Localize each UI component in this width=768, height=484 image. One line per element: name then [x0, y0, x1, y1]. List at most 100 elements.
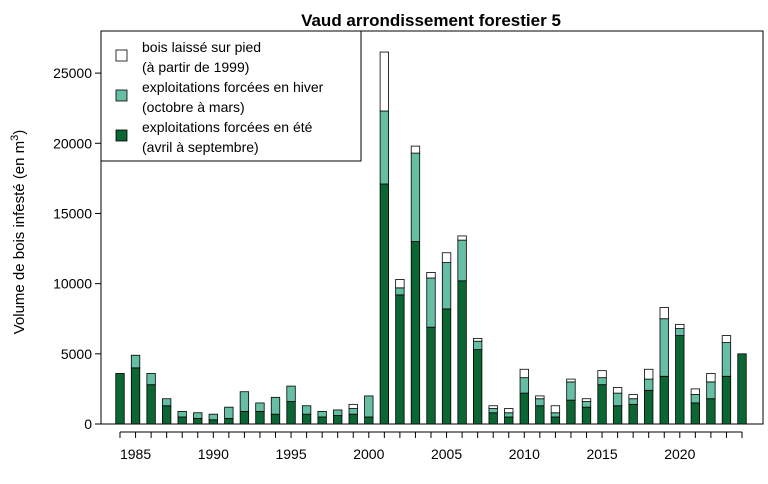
bar-segment-1988-series-0 — [177, 416, 187, 425]
bar-segment-2004-series-1 — [426, 277, 436, 328]
bar-segment-2021-series-0 — [690, 402, 700, 425]
bar-segment-2008-series-0 — [488, 412, 498, 425]
y-axis-label-superscript: 3 — [9, 135, 21, 141]
bar-segment-2007-series-2 — [472, 337, 483, 342]
bar-segment-2012-series-2 — [550, 405, 561, 414]
bar-segment-2014-series-1 — [581, 401, 592, 408]
bar-segment-2022-series-1 — [706, 381, 716, 400]
bar-segment-2013-series-2 — [566, 378, 576, 383]
bar-segment-1985-series-1 — [130, 354, 141, 369]
bar-segment-2017-series-2 — [628, 394, 638, 400]
bar-segment-2007-series-0 — [472, 349, 483, 425]
bar-segment-2012-series-1 — [550, 412, 561, 418]
bar-segment-1999-series-0 — [348, 413, 358, 425]
bar-segment-1993-series-0 — [255, 410, 265, 425]
bar-segment-2010-series-2 — [519, 368, 529, 379]
bar-segment-2018-series-1 — [644, 378, 654, 391]
bar-segment-2020-series-1 — [675, 328, 685, 336]
bar-segment-1987-series-1 — [161, 398, 172, 407]
x-tick-label-1985: 1985 — [120, 446, 151, 462]
bar-segment-2013-series-0 — [566, 399, 576, 425]
x-tick-label-1995: 1995 — [275, 446, 306, 462]
bar-segment-2017-series-1 — [628, 398, 638, 405]
x-tick-label-2005: 2005 — [431, 446, 462, 462]
bar-segment-2015-series-2 — [597, 370, 607, 379]
bar-segment-2017-series-0 — [628, 403, 638, 425]
bar-segment-2014-series-0 — [581, 406, 592, 425]
bar-segment-1990-series-1 — [208, 413, 218, 421]
legend-swatch-series-2 — [115, 49, 128, 62]
bar-segment-2010-series-0 — [519, 392, 529, 425]
bar-segment-2019-series-2 — [659, 307, 669, 320]
x-axis: 1985 1990 1995 2000 2005 2010 2015 2020 — [119, 431, 743, 462]
x-tick-label-2020: 2020 — [664, 446, 695, 462]
bar-segment-1997-series-0 — [317, 416, 327, 425]
bar-segment-2002-series-2 — [395, 279, 405, 289]
bar-segment-2000-series-1 — [364, 395, 374, 418]
bar-segment-2023-series-1 — [721, 342, 732, 377]
bar-segment-2008-series-2 — [488, 405, 498, 409]
bar-segment-2005-series-1 — [441, 262, 452, 310]
bar-segment-2003-series-2 — [410, 145, 421, 154]
bar-segment-2012-series-0 — [550, 416, 561, 425]
bar-segment-1996-series-1 — [301, 405, 312, 415]
bar-segment-2002-series-0 — [395, 294, 405, 425]
bar-segment-2024-series-0 — [737, 353, 747, 425]
bar-segment-2011-series-2 — [535, 395, 545, 400]
legend-label-series-1-line-1: (octobre à mars) — [142, 99, 245, 115]
bar-segment-2009-series-2 — [504, 408, 514, 414]
x-tick-label-2015: 2015 — [586, 446, 617, 462]
x-tick-label-2000: 2000 — [353, 446, 384, 462]
bar-segment-2006-series-0 — [457, 280, 467, 425]
bar-segment-1995-series-0 — [286, 401, 296, 425]
x-tick-label-2010: 2010 — [509, 446, 540, 462]
x-tick-label-1990: 1990 — [198, 446, 229, 462]
legend-label-series-2-line-1: (à partir de 1999) — [142, 59, 249, 75]
bar-segment-1998-series-0 — [333, 415, 343, 425]
y-tick-label-10000: 10000 — [53, 276, 92, 292]
bar-segment-2009-series-0 — [504, 416, 514, 425]
bar-segment-1986-series-1 — [146, 373, 156, 386]
y-tick-label-20000: 20000 — [53, 135, 92, 151]
chart-title: Vaud arrondissement forestier 5 — [301, 11, 561, 30]
legend-label-series-0-line-0: exploitations forcées en été — [142, 119, 313, 135]
bar-segment-1991-series-0 — [224, 417, 234, 425]
y-tick-label-15000: 15000 — [53, 205, 92, 221]
bar-segment-2003-series-1 — [410, 152, 421, 242]
bar-segment-2004-series-0 — [426, 326, 436, 425]
bar-segment-1993-series-1 — [255, 402, 265, 412]
bar-segment-2023-series-2 — [721, 335, 732, 343]
y-axis: 0 5000 10000 15000 20000 25000 — [53, 31, 102, 432]
bar-segment-2014-series-2 — [581, 398, 592, 402]
legend-label-series-1-line-0: exploitations forcées en hiver — [142, 79, 324, 95]
bar-segment-1994-series-0 — [270, 413, 281, 425]
bar-segment-2006-series-1 — [457, 239, 467, 282]
bars-layer — [115, 51, 747, 425]
bar-segment-2001-series-2 — [379, 51, 390, 112]
bar-segment-1999-series-1 — [348, 408, 358, 415]
legend-box — [100, 30, 362, 162]
y-tick-label-5000: 5000 — [61, 346, 92, 362]
bar-segment-1994-series-1 — [270, 396, 281, 415]
bar-segment-2019-series-0 — [659, 375, 669, 425]
bar-segment-2023-series-0 — [721, 375, 732, 425]
bar-segment-1995-series-1 — [286, 385, 296, 402]
legend-label-series-0-line-1: (avril à septembre) — [142, 139, 259, 155]
bar-segment-1990-series-0 — [208, 419, 218, 425]
bar-segment-2009-series-1 — [504, 412, 514, 418]
legend-label-series-2-line-0: bois laissé sur pied — [142, 39, 261, 55]
bar-segment-2002-series-1 — [395, 287, 405, 296]
bar-segment-1989-series-0 — [193, 417, 203, 425]
legend: bois laissé sur pied (à partir de 1999) ex… — [100, 30, 362, 162]
legend-swatch-series-1 — [115, 89, 128, 102]
bar-segment-1987-series-0 — [161, 405, 172, 425]
bar-segment-1992-series-0 — [239, 410, 250, 425]
bar-segment-1997-series-1 — [317, 410, 327, 418]
y-axis-label-text: Volume de bois infesté (en m — [11, 141, 28, 334]
bar-segment-2011-series-1 — [535, 398, 545, 407]
bar-segment-2010-series-1 — [519, 377, 529, 394]
bar-segment-1999-series-2 — [348, 403, 358, 409]
bar-segment-2008-series-1 — [488, 408, 498, 414]
bar-segment-2005-series-2 — [441, 252, 452, 263]
svg-text:Volume de bois infesté (en m3): Volume de bois infesté (en m3) — [9, 130, 28, 335]
